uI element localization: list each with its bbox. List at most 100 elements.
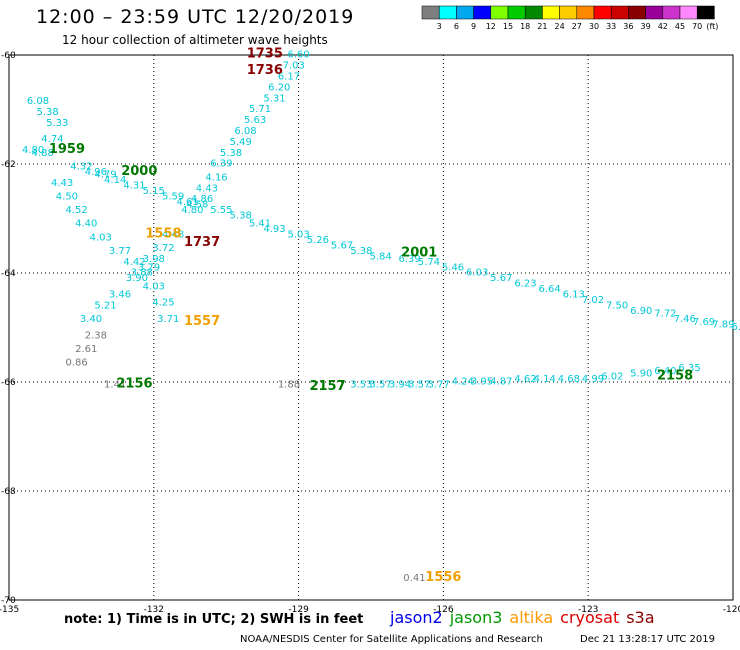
wave-height-label: 7.46 bbox=[674, 314, 696, 325]
legend-bin-label: 18 bbox=[520, 22, 530, 31]
wave-height-label: 5.38 bbox=[220, 148, 242, 159]
wave-height-label: 3.95 bbox=[471, 377, 493, 388]
legend-bin-label: 30 bbox=[589, 22, 599, 31]
satellite-label-altika: altika bbox=[509, 608, 554, 627]
wave-height-label: 4.40 bbox=[75, 219, 97, 230]
wave-height-label: 6.60 bbox=[287, 50, 309, 61]
wave-height-label: 5.38 bbox=[36, 107, 58, 118]
y-tick-label: -62 bbox=[1, 160, 16, 170]
wave-height-label: 4.43 bbox=[51, 178, 73, 189]
wave-height-label: 7.02 bbox=[582, 295, 604, 306]
wave-height-label: 6.91 bbox=[732, 322, 740, 333]
wave-height-label: 4.14 bbox=[534, 374, 556, 385]
x-tick-label: -135 bbox=[0, 605, 19, 615]
wave-height-label: 5.90 bbox=[630, 369, 652, 380]
wave-height-label: 2.61 bbox=[75, 344, 97, 355]
legend-bin-label: 15 bbox=[503, 22, 513, 31]
wave-height-label: 5.03 bbox=[287, 230, 309, 241]
legend-swatch bbox=[628, 5, 646, 20]
wave-height-label: 3.57 bbox=[408, 379, 430, 390]
wave-height-label: 5.38 bbox=[230, 211, 252, 222]
legend-swatch bbox=[438, 5, 457, 20]
wave-height-label: 0.41 bbox=[403, 573, 425, 584]
wave-height-label: 0.86 bbox=[65, 358, 87, 369]
x-tick-label: -129 bbox=[288, 605, 309, 615]
wave-height-label: 4.62 bbox=[514, 374, 536, 385]
wave-height-label: 5.84 bbox=[370, 251, 392, 262]
legend-swatch bbox=[473, 5, 492, 20]
wave-height-label: 5.67 bbox=[490, 273, 512, 284]
wave-height-label: 3.46 bbox=[109, 290, 131, 301]
wave-height-label: 3.57 bbox=[370, 379, 392, 390]
wave-height-label: 4.16 bbox=[205, 172, 227, 183]
time-label: 1735 bbox=[247, 47, 283, 62]
wave-height-label: 4.24 bbox=[452, 377, 474, 388]
wave-height-label: 7.72 bbox=[654, 309, 676, 320]
wave-height-label: 4.48 bbox=[162, 230, 184, 241]
wave-height-label: 3.40 bbox=[80, 314, 102, 325]
wave-height-label: 6.40 bbox=[654, 366, 676, 377]
legend-bin-label: 36 bbox=[623, 22, 633, 31]
wave-height-label: 4.93 bbox=[263, 224, 285, 235]
wave-height-label: 6.13 bbox=[563, 290, 585, 301]
credit-text: NOAA/NESDIS Center for Satellite Applica… bbox=[240, 634, 543, 645]
wave-height-label: 5.46 bbox=[442, 262, 464, 273]
wave-height-label: 5.49 bbox=[230, 137, 252, 148]
legend-swatch bbox=[593, 5, 612, 20]
wave-height-label: 4.99 bbox=[582, 374, 604, 385]
legend-swatch bbox=[679, 5, 698, 20]
x-tick-label: -126 bbox=[433, 605, 454, 615]
wave-height-label: 3.53 bbox=[350, 379, 372, 390]
wave-height-label: 4.80 bbox=[22, 145, 44, 156]
wave-height-label: 4.74 bbox=[41, 134, 63, 145]
time-label: 2156 bbox=[116, 376, 152, 391]
time-label: 1737 bbox=[184, 235, 220, 250]
wave-height-label: 6.39 bbox=[398, 254, 420, 265]
time-label: 2157 bbox=[309, 379, 345, 394]
wave-height-label: 3.94 bbox=[389, 379, 411, 390]
wave-height-label: 6.64 bbox=[538, 284, 560, 295]
x-tick-label: -120 bbox=[723, 605, 740, 615]
y-tick-label: -70 bbox=[1, 596, 16, 606]
wave-height-label: 6.08 bbox=[27, 96, 49, 107]
wave-height-label: 6.20 bbox=[268, 82, 290, 93]
legend-bin-label: 70 bbox=[692, 22, 702, 31]
wave-height-label: 7.03 bbox=[283, 61, 305, 72]
footer-note: note: 1) Time is in UTC; 2) SWH is in fe… bbox=[64, 612, 364, 627]
legend-swatch bbox=[456, 5, 474, 20]
wave-height-label: 5.41 bbox=[249, 219, 271, 230]
legend-bin-label: 9 bbox=[471, 22, 476, 31]
legend-unit: (ft) bbox=[706, 22, 718, 31]
wave-height-label: 4.03 bbox=[90, 232, 112, 243]
wave-height-label: 3.77 bbox=[427, 379, 449, 390]
wave-height-label: 6.23 bbox=[514, 279, 536, 290]
wave-height-label: 3.71 bbox=[157, 314, 179, 325]
legend-swatch bbox=[490, 5, 509, 20]
wave-height-label: 4.42 bbox=[123, 257, 145, 268]
wave-height-label: 4.88 bbox=[32, 148, 54, 159]
wave-height-label: 1.88 bbox=[278, 379, 300, 390]
time-label: 2000 bbox=[121, 164, 157, 179]
legend-bin-label: 42 bbox=[658, 22, 668, 31]
wave-height-label: 4.68 bbox=[558, 374, 580, 385]
legend-swatch bbox=[542, 5, 560, 20]
time-label: 2158 bbox=[657, 368, 693, 383]
legend-bin-label: 12 bbox=[486, 22, 496, 31]
y-tick-label: -64 bbox=[1, 269, 16, 279]
legend-bin-label: 24 bbox=[555, 22, 565, 31]
wave-height-label: 6.35 bbox=[678, 363, 700, 374]
wave-height-label: 4.96 bbox=[85, 167, 107, 178]
wave-height-label: 6.39 bbox=[210, 159, 232, 170]
wave-height-label: 3.77 bbox=[109, 246, 131, 257]
wave-height-label: 4.86 bbox=[191, 194, 213, 205]
wave-height-label: 6.17 bbox=[278, 72, 300, 83]
wave-height-label: 4.50 bbox=[56, 191, 78, 202]
time-label: 2001 bbox=[401, 246, 437, 261]
wave-height-label: 5.26 bbox=[307, 235, 329, 246]
legend-swatch bbox=[421, 5, 440, 20]
x-tick-label: -123 bbox=[578, 605, 598, 615]
wave-height-label: 3.79 bbox=[138, 262, 160, 273]
satellite-label-jason2: jason2 bbox=[390, 608, 443, 627]
wave-height-label: 4.43 bbox=[196, 183, 218, 194]
wave-height-label: 3.88 bbox=[131, 268, 153, 279]
